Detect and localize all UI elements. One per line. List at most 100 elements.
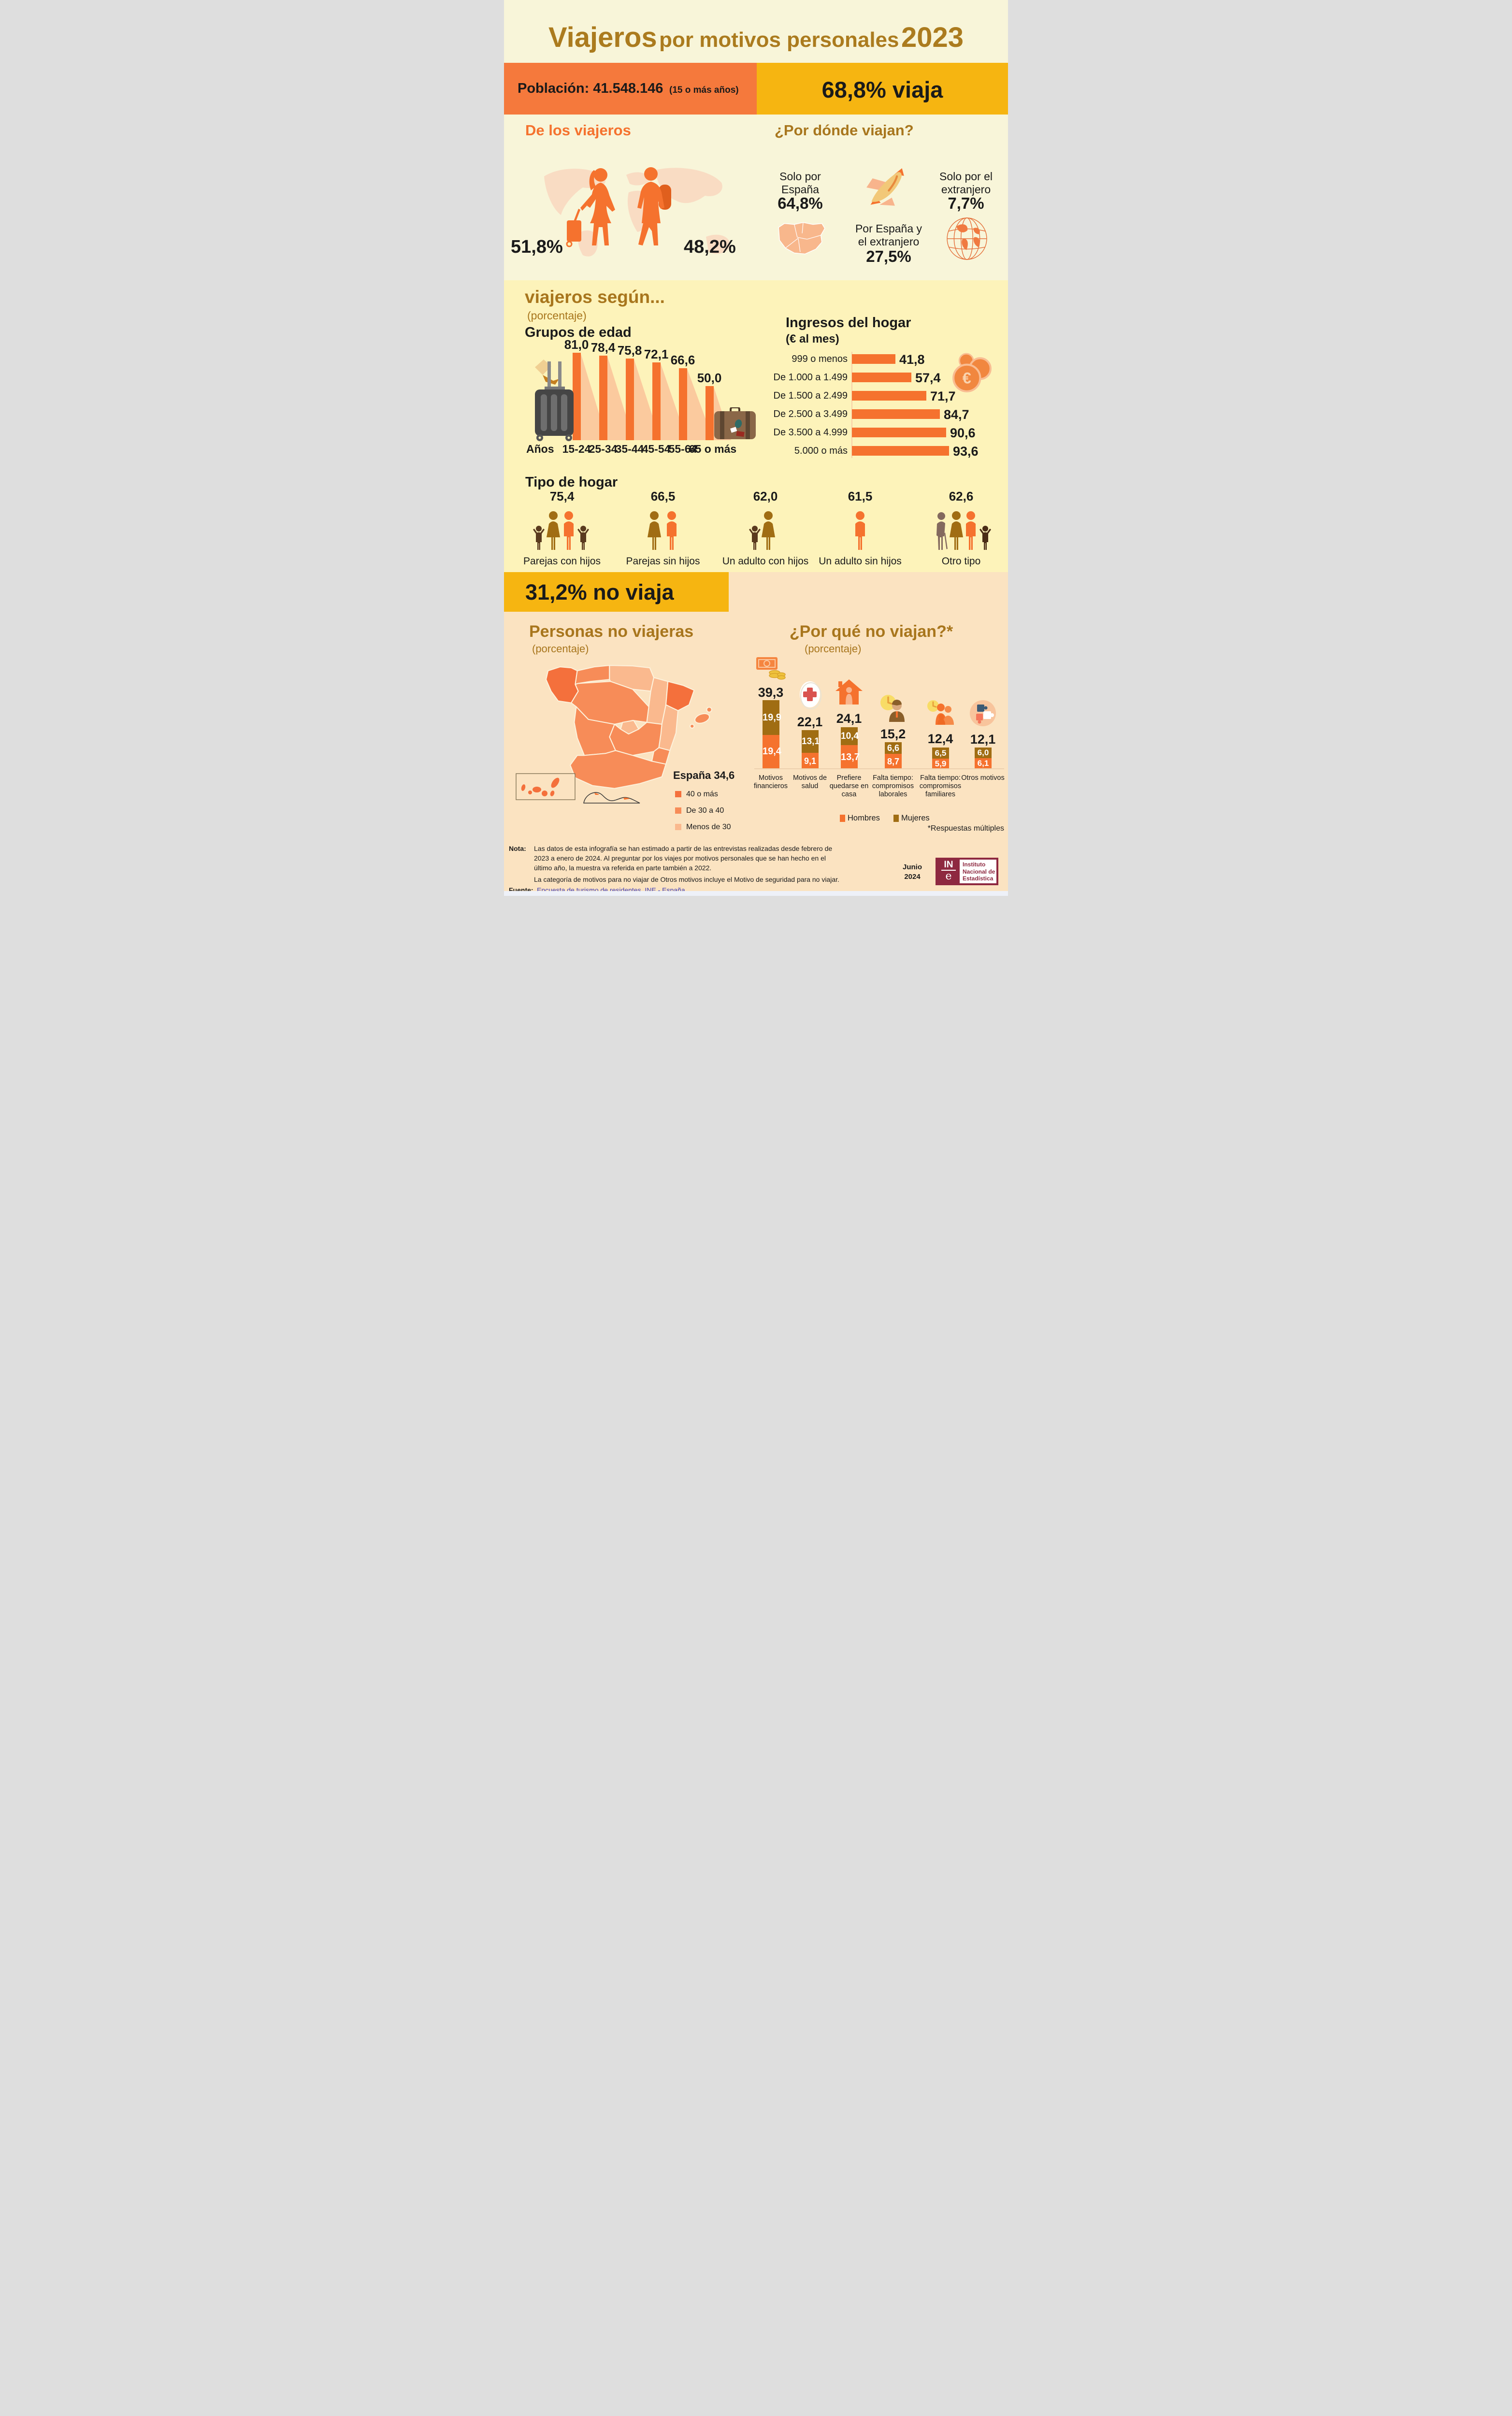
reason-bar-women bbox=[885, 742, 902, 754]
reason-bar-men bbox=[975, 758, 992, 769]
ine-name-line1: Instituto bbox=[963, 861, 986, 868]
nota-label: Nota: bbox=[509, 845, 526, 852]
income-value: 90,6 bbox=[950, 426, 976, 440]
income-value: 93,6 bbox=[953, 444, 979, 459]
age-chart-title: Grupos de edad bbox=[525, 325, 632, 340]
age-cat: 55-64 bbox=[668, 443, 697, 455]
reason-total: 22,1 bbox=[797, 715, 823, 729]
reason-total: 15,2 bbox=[880, 727, 906, 741]
region-galicia bbox=[545, 666, 579, 704]
age-value: 66,6 bbox=[670, 353, 695, 367]
household-value: 75,4 bbox=[549, 489, 575, 503]
income-value: 57,4 bbox=[915, 371, 941, 385]
trolley-suitcase-icon bbox=[567, 220, 581, 242]
only-spain-label: Solo por España bbox=[779, 170, 821, 196]
man-traveler-icon bbox=[637, 167, 671, 245]
household-adult-icon bbox=[855, 511, 865, 550]
region-madrid bbox=[620, 719, 639, 735]
reason-seg-value: 6,6 bbox=[887, 743, 900, 753]
reason-seg-value: 10,4 bbox=[841, 731, 859, 741]
income-bar bbox=[852, 428, 946, 437]
reason-seg-value: 19,9 bbox=[763, 712, 781, 723]
woman-traveler-icon bbox=[566, 168, 615, 247]
ine-name-line3: Estadística bbox=[963, 875, 994, 882]
region-andalucia bbox=[569, 750, 667, 789]
reason-seg-value: 6,1 bbox=[977, 759, 989, 768]
age-bar-35-44 bbox=[625, 359, 634, 440]
household-value: 62,0 bbox=[753, 489, 778, 503]
age-cat: 15-24 bbox=[562, 443, 591, 455]
ine-mark: IN e bbox=[940, 860, 957, 882]
reason-total: 39,3 bbox=[758, 685, 784, 700]
population-label: Población: 41.548.146 bbox=[518, 81, 663, 96]
vintage-suitcase-icon bbox=[714, 407, 756, 439]
household-value: 61,5 bbox=[848, 489, 873, 503]
nota-line2: 2023 a enero de 2024. Al preguntar por l… bbox=[534, 854, 826, 862]
spain-average: España 34,6 bbox=[673, 769, 735, 781]
legend-swatch-30-40 bbox=[675, 807, 681, 814]
reason-label: Falta tiempo: compromisos familiares bbox=[919, 774, 962, 798]
canary-islands-box bbox=[516, 773, 576, 800]
segments-subheading: (porcentaje) bbox=[527, 309, 587, 322]
reason-bar-men bbox=[802, 753, 819, 769]
legend-men: Hombres bbox=[848, 814, 880, 822]
household-couple-icon bbox=[648, 511, 677, 550]
infographic-canvas: Viajeros por motivos personales 2023 Pob… bbox=[504, 0, 1008, 896]
legend-women: Mujeres bbox=[901, 814, 930, 822]
household-label: Parejas sin hijos bbox=[626, 556, 700, 567]
reason-seg-value: 13,1 bbox=[802, 736, 820, 747]
only-abroad-label: Solo por el extranjero bbox=[939, 170, 993, 196]
age-bar-15-24 bbox=[572, 353, 581, 440]
legend-swatch-men bbox=[840, 815, 845, 822]
age-value: 78,4 bbox=[590, 340, 616, 355]
spain-map-icon bbox=[778, 222, 825, 255]
svg-text:€: € bbox=[963, 369, 971, 387]
reason-label: Prefiere quedarse en casa bbox=[829, 774, 869, 798]
travelers-heading: De los viajeros bbox=[525, 122, 631, 139]
only-spain-value: 64,8% bbox=[778, 194, 823, 212]
airplane-icon bbox=[866, 168, 904, 206]
income-cat: 5.000 o más bbox=[794, 446, 848, 456]
household-adult-children-icon bbox=[749, 511, 775, 550]
income-bar bbox=[852, 446, 949, 456]
income-cat: De 1.000 a 1.499 bbox=[773, 372, 848, 383]
map-legend-less30: Menos de 30 bbox=[686, 823, 731, 831]
reason-bar-men bbox=[932, 759, 949, 769]
reason-seg-value: 6,5 bbox=[935, 748, 947, 758]
only-abroad-value: 7,7% bbox=[948, 194, 984, 212]
region-baleares bbox=[694, 713, 710, 724]
travel-share-value: 68,8% viaja bbox=[821, 77, 943, 102]
reason-bar-women bbox=[841, 727, 858, 745]
household-label: Parejas con hijos bbox=[523, 556, 601, 567]
no-travel-banner-text: 31,2% no viaja bbox=[525, 580, 674, 604]
legend-swatch-40 bbox=[675, 791, 681, 797]
globe-icon bbox=[947, 217, 987, 260]
travel-share-banner: 68,8% viaja bbox=[757, 63, 1008, 115]
age-bar-65 bbox=[705, 386, 714, 440]
work-time-icon bbox=[880, 695, 905, 722]
income-cat: 999 o menos bbox=[792, 354, 848, 364]
income-bar bbox=[852, 409, 940, 419]
reason-bar-women bbox=[802, 730, 819, 753]
reason-bar-men bbox=[885, 754, 902, 769]
age-cat: 65 o más bbox=[689, 443, 737, 455]
home-icon bbox=[835, 679, 863, 705]
income-bar bbox=[852, 391, 926, 401]
income-bar bbox=[852, 373, 911, 382]
date-month: Junio bbox=[903, 863, 922, 871]
nota-line1: Las datos de esta infografía se han esti… bbox=[534, 845, 833, 852]
reason-bar-women bbox=[932, 748, 949, 759]
traveler-figures bbox=[566, 167, 671, 247]
income-cat: De 3.500 a 4.999 bbox=[773, 427, 848, 438]
age-bar-55-64 bbox=[678, 368, 687, 440]
income-cat: De 2.500 a 3.499 bbox=[773, 409, 848, 419]
reasons-heading: ¿Por qué no viajan?* bbox=[789, 622, 953, 641]
household-label: Un adulto sin hijos bbox=[819, 556, 902, 567]
legend-swatch-women bbox=[893, 815, 899, 822]
women-share: 51,8% bbox=[511, 237, 563, 257]
trolley-suitcase-icon bbox=[535, 360, 574, 441]
bottom-strip bbox=[504, 891, 1008, 896]
ine-mark-bottom: e bbox=[945, 870, 952, 882]
household-title: Tipo de hogar bbox=[525, 475, 618, 490]
income-value: 71,7 bbox=[930, 389, 956, 403]
